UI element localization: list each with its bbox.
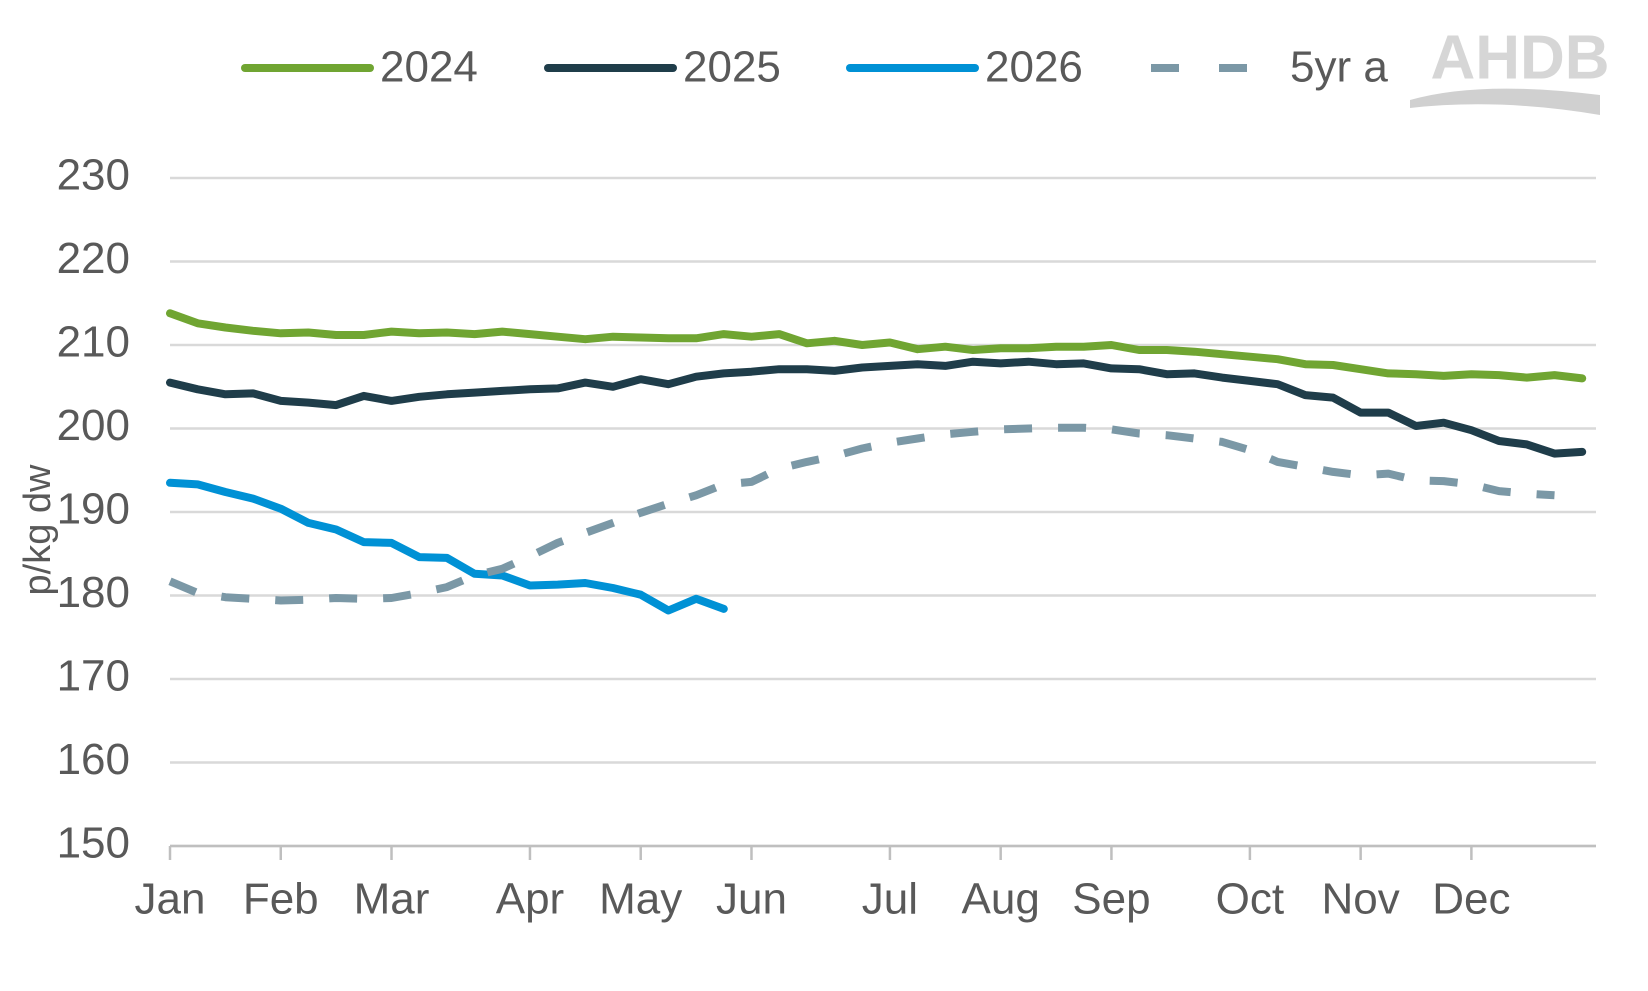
x-tick-label: May (599, 875, 682, 924)
y-axis-label: p/kg dw (17, 464, 59, 596)
x-tick-label: Jul (862, 875, 918, 924)
y-tick-label: 190 (57, 485, 130, 534)
series-line (166, 478, 728, 615)
y-tick-label: 170 (57, 652, 130, 701)
x-tick-label: Nov (1322, 875, 1400, 924)
y-tick-label: 230 (57, 151, 130, 200)
x-tick-label: Sep (1072, 875, 1150, 924)
x-tick-label: Jan (135, 875, 206, 924)
series-line (166, 357, 1587, 458)
x-tick-label: Oct (1216, 875, 1284, 924)
y-tick-label: 210 (57, 318, 130, 367)
logo: AHDB (1410, 23, 1610, 115)
x-tick-label: Apr (496, 875, 564, 924)
x-tick-label: Mar (354, 875, 430, 924)
y-tick-label: 160 (57, 735, 130, 784)
x-tick-label: Aug (962, 875, 1040, 924)
legend-label: 2025 (683, 43, 781, 92)
legend-label: 2024 (380, 43, 478, 92)
series-line (168, 423, 1555, 605)
legend-label: 5yr a (1290, 43, 1388, 92)
logo-swoosh (1410, 88, 1600, 115)
y-tick-label: 220 (57, 234, 130, 283)
legend-label: 2026 (985, 43, 1083, 92)
x-tick-label: Jun (716, 875, 787, 924)
y-tick-label: 150 (57, 819, 130, 868)
series-line (166, 309, 1587, 383)
x-tick-label: Feb (243, 875, 319, 924)
y-tick-label: 200 (57, 401, 130, 450)
x-tick-label: Dec (1432, 875, 1510, 924)
logo-text: AHDB (1430, 23, 1609, 92)
y-tick-label: 180 (57, 568, 130, 617)
